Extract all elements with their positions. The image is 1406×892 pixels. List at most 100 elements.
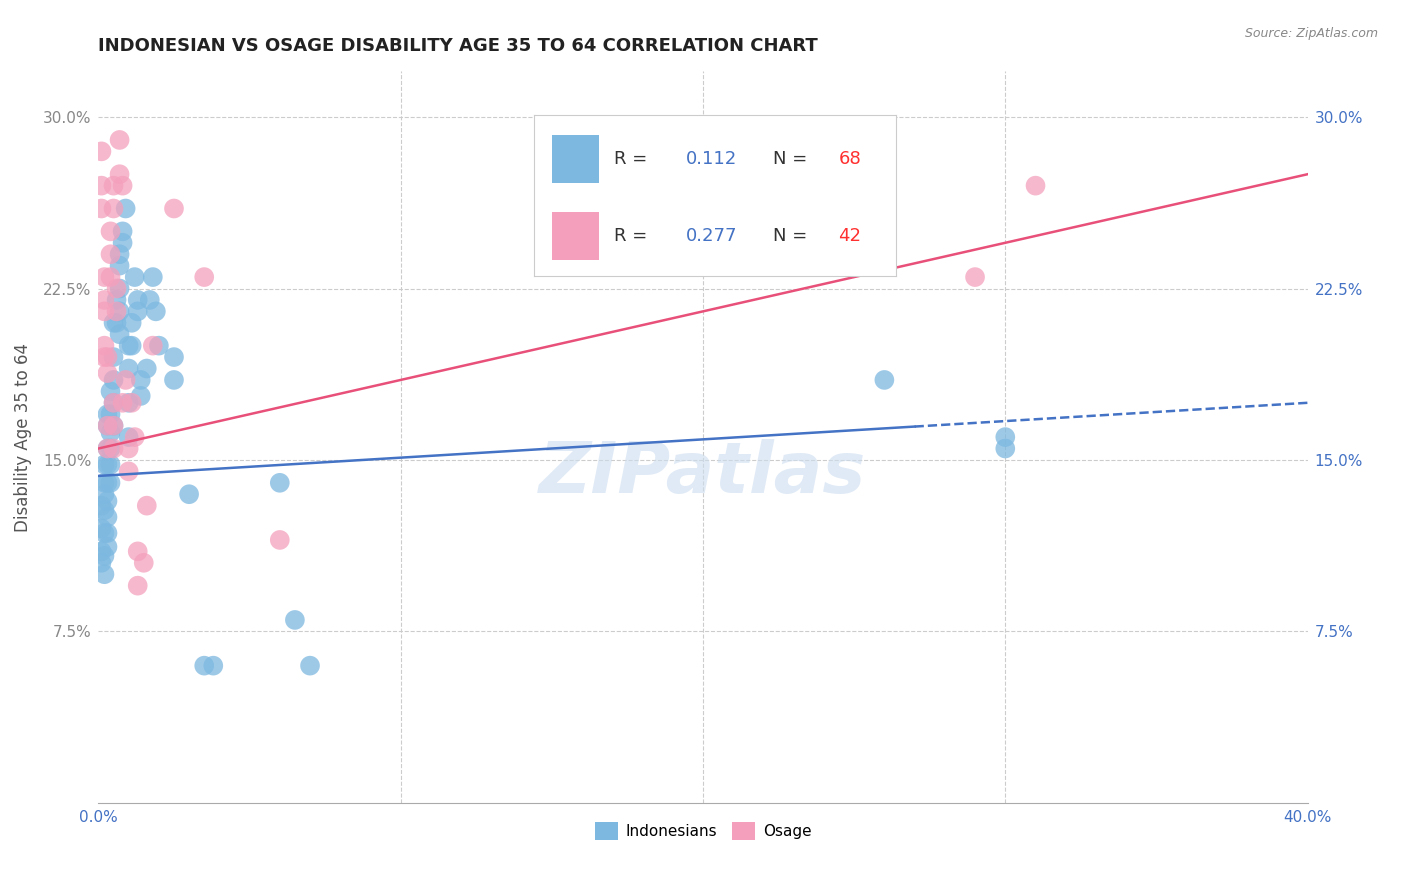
- Point: [96, 510, 118, 524]
- Point: [299, 658, 322, 673]
- Point: [114, 202, 136, 216]
- Point: [118, 464, 141, 478]
- Point: [127, 579, 149, 593]
- Point: [103, 202, 125, 216]
- Point: [139, 293, 162, 307]
- Point: [90, 499, 112, 513]
- Point: [103, 418, 125, 433]
- Point: [90, 521, 112, 535]
- Point: [90, 178, 112, 193]
- Point: [111, 396, 134, 410]
- Point: [108, 133, 131, 147]
- Point: [93, 293, 115, 307]
- Text: ZIPatlas: ZIPatlas: [540, 439, 866, 508]
- Legend: Indonesians, Osage: Indonesians, Osage: [589, 815, 817, 847]
- Point: [103, 373, 125, 387]
- Point: [127, 544, 149, 558]
- Point: [129, 373, 152, 387]
- Point: [100, 247, 122, 261]
- Point: [142, 338, 165, 352]
- Point: [103, 396, 125, 410]
- Point: [269, 475, 291, 490]
- Point: [108, 167, 131, 181]
- Point: [100, 425, 122, 440]
- Point: [103, 418, 125, 433]
- Point: [96, 350, 118, 364]
- Point: [284, 613, 307, 627]
- Point: [103, 178, 125, 193]
- Point: [93, 458, 115, 472]
- Point: [108, 281, 131, 295]
- Point: [100, 224, 122, 238]
- Point: [93, 338, 115, 352]
- Point: [121, 396, 143, 410]
- Point: [179, 487, 201, 501]
- Point: [783, 224, 806, 238]
- Point: [96, 526, 118, 541]
- Point: [124, 430, 146, 444]
- Point: [118, 396, 141, 410]
- Point: [111, 178, 134, 193]
- Point: [193, 270, 215, 285]
- Point: [994, 442, 1017, 456]
- Point: [96, 418, 118, 433]
- Point: [121, 338, 143, 352]
- Point: [132, 556, 155, 570]
- Point: [269, 533, 291, 547]
- Point: [103, 350, 125, 364]
- Point: [105, 293, 128, 307]
- Point: [193, 658, 215, 673]
- Point: [111, 235, 134, 250]
- Point: [100, 270, 122, 285]
- Point: [202, 658, 225, 673]
- Point: [127, 304, 149, 318]
- Point: [100, 458, 122, 472]
- Point: [93, 350, 115, 364]
- Text: INDONESIAN VS OSAGE DISABILITY AGE 35 TO 64 CORRELATION CHART: INDONESIAN VS OSAGE DISABILITY AGE 35 TO…: [98, 37, 818, 54]
- Point: [163, 202, 186, 216]
- Point: [93, 270, 115, 285]
- Point: [105, 304, 128, 318]
- Point: [129, 389, 152, 403]
- Point: [103, 316, 125, 330]
- Point: [148, 338, 170, 352]
- Point: [96, 407, 118, 421]
- Point: [114, 373, 136, 387]
- Point: [163, 373, 186, 387]
- Point: [142, 270, 165, 285]
- Point: [873, 373, 896, 387]
- Point: [108, 304, 131, 318]
- Point: [108, 327, 131, 342]
- Point: [90, 202, 112, 216]
- Point: [96, 366, 118, 380]
- Point: [93, 526, 115, 541]
- Point: [90, 544, 112, 558]
- Point: [90, 145, 112, 159]
- Point: [118, 361, 141, 376]
- Point: [93, 475, 115, 490]
- Point: [1024, 178, 1046, 193]
- Point: [90, 556, 112, 570]
- Point: [93, 567, 115, 582]
- Point: [100, 442, 122, 456]
- Point: [93, 503, 115, 517]
- Point: [145, 304, 167, 318]
- Point: [163, 350, 186, 364]
- Point: [96, 494, 118, 508]
- Point: [135, 499, 157, 513]
- Point: [118, 430, 141, 444]
- Point: [105, 316, 128, 330]
- Point: [965, 270, 987, 285]
- Point: [96, 458, 118, 472]
- Point: [96, 442, 118, 456]
- Point: [96, 540, 118, 554]
- Point: [100, 407, 122, 421]
- Point: [108, 247, 131, 261]
- Point: [121, 316, 143, 330]
- Point: [108, 259, 131, 273]
- Point: [96, 475, 118, 490]
- Point: [96, 442, 118, 456]
- Text: Source: ZipAtlas.com: Source: ZipAtlas.com: [1244, 27, 1378, 40]
- Point: [127, 293, 149, 307]
- Point: [994, 430, 1017, 444]
